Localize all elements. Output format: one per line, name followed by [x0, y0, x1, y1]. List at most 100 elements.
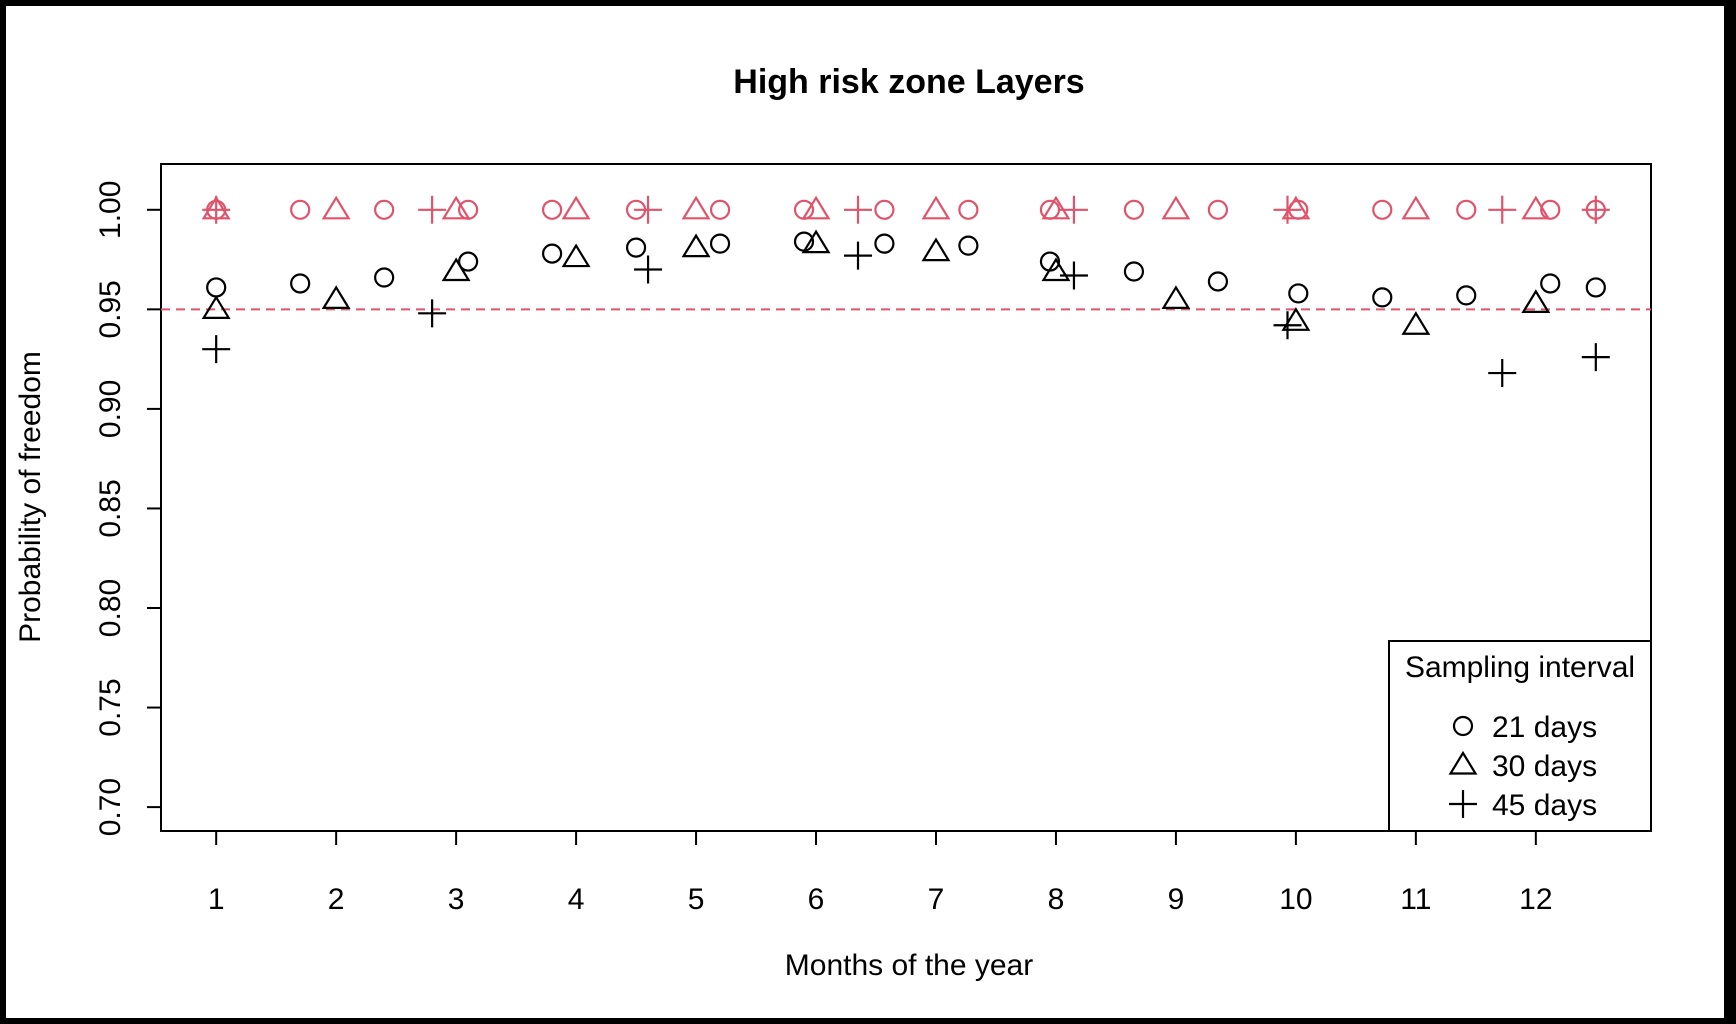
data-point-triangle: [1161, 285, 1191, 309]
data-point-triangle: [921, 237, 951, 262]
legend-triangle-icon: [1448, 750, 1478, 775]
legend-entries: 21 days 30 days 45 days: [1448, 711, 1597, 822]
data-point-circle: [1123, 199, 1145, 220]
data-point-triangle: [1041, 257, 1071, 282]
legend-entry-label: 21 days: [1492, 711, 1597, 744]
legend-entry-label: 45 days: [1492, 789, 1597, 822]
data-points-layer: [201, 195, 1610, 388]
legend-circle-icon: [1452, 715, 1474, 737]
data-point-circle: [374, 267, 395, 288]
x-tick-label: 4: [568, 883, 585, 916]
data-point-triangle: [1041, 195, 1071, 220]
data-point-circle: [1456, 285, 1477, 306]
data-point-circle: [1456, 199, 1477, 220]
series-circle-black: [206, 231, 1606, 308]
x-tick-label: 8: [1048, 883, 1065, 916]
data-point-circle: [709, 233, 731, 254]
data-point-circle: [958, 235, 979, 256]
data-point-plus: [418, 299, 447, 328]
x-tick-label: 9: [1168, 883, 1185, 916]
data-point-triangle: [1281, 195, 1311, 220]
series-circle-red: [206, 199, 1606, 220]
data-point-plus: [844, 195, 873, 224]
data-point-plus: [634, 255, 663, 284]
series-plus-black: [202, 241, 1610, 388]
series-triangle-black: [201, 229, 1551, 335]
data-point-triangle: [1401, 311, 1431, 335]
x-tick-label: 11: [1400, 883, 1431, 916]
data-point-plus: [202, 335, 231, 364]
data-point-circle: [1372, 287, 1393, 308]
legend-plus-icon: [1449, 790, 1477, 818]
x-tick-label: 2: [328, 883, 345, 916]
data-point-plus: [1059, 261, 1088, 290]
x-tick-label: 7: [928, 883, 945, 916]
data-point-triangle: [561, 243, 591, 268]
data-point-triangle: [441, 195, 471, 220]
data-point-circle: [1540, 199, 1561, 220]
data-point-circle: [958, 199, 979, 220]
y-tick-label: 0.80: [94, 579, 127, 637]
y-tick-label: 0.90: [94, 380, 127, 438]
data-point-circle: [625, 237, 647, 258]
x-tick-label: 3: [448, 883, 465, 916]
data-point-circle: [1288, 283, 1309, 304]
data-point-circle: [541, 243, 563, 264]
y-axis: 0.70 0.75 0.80 0.85 0.90 0.95 1.00: [94, 181, 162, 836]
data-point-triangle: [681, 195, 711, 220]
chart-title: High risk zone Layers: [733, 63, 1084, 101]
data-point-circle: [874, 233, 895, 254]
y-tick-label: 0.85: [94, 479, 127, 537]
data-point-circle: [1123, 261, 1145, 282]
y-axis-label: Probability of freedom: [14, 351, 47, 643]
x-axis: 1 2 3 4 5 6 7 8 9 10 11 12: [208, 830, 1553, 916]
data-point-triangle: [561, 195, 591, 220]
data-point-plus: [418, 195, 447, 224]
y-tick-label: 0.70: [94, 778, 127, 836]
series-triangle-red: [201, 195, 1551, 220]
data-point-triangle: [681, 233, 711, 258]
data-point-circle: [1540, 273, 1561, 294]
data-point-circle: [458, 251, 479, 272]
data-point-circle: [709, 199, 731, 220]
legend-title: Sampling interval: [1405, 651, 1635, 684]
data-point-circle: [374, 199, 395, 220]
legend: Sampling interval 21 days 30 days 45 days: [1388, 640, 1652, 832]
x-tick-label: 10: [1279, 883, 1312, 916]
data-point-plus: [202, 195, 231, 224]
data-point-plus: [1488, 195, 1517, 224]
data-point-plus: [634, 195, 663, 224]
data-point-triangle: [1161, 195, 1191, 220]
data-point-plus: [1581, 343, 1610, 372]
chart-figure: High risk zone Layers 0.70 0.75 0.80 0.85 0.…: [6, 6, 1724, 1018]
data-point-circle: [1207, 199, 1229, 220]
data-point-plus: [1059, 195, 1088, 224]
data-point-triangle: [441, 257, 471, 282]
data-point-plus: [1488, 359, 1517, 388]
data-point-plus: [844, 241, 873, 270]
data-point-triangle: [801, 195, 831, 220]
data-point-triangle: [921, 195, 951, 220]
y-tick-label: 0.75: [94, 678, 127, 736]
x-tick-label: 5: [688, 883, 705, 916]
data-point-triangle: [321, 195, 351, 220]
data-point-circle: [1585, 277, 1606, 298]
x-tick-label: 6: [808, 883, 825, 916]
x-axis-label: Months of the year: [785, 949, 1033, 982]
data-point-circle: [541, 199, 563, 220]
y-tick-label: 1.00: [94, 181, 127, 239]
x-tick-label: 12: [1519, 883, 1552, 916]
data-point-triangle: [1281, 307, 1311, 331]
data-point-circle: [206, 277, 227, 298]
y-tick-label: 0.95: [94, 280, 127, 338]
series-plus-red: [202, 195, 1610, 224]
data-point-circle: [1207, 271, 1229, 292]
legend-box: [1388, 640, 1652, 832]
data-point-triangle: [801, 229, 831, 254]
data-point-plus: [1273, 311, 1302, 340]
data-point-triangle: [321, 285, 351, 309]
scatter-plot: High risk zone Layers 0.700.750.800.850.…: [14, 63, 1652, 982]
data-point-triangle: [1521, 289, 1551, 313]
data-point-circle: [1372, 199, 1393, 220]
legend-entry-label: 30 days: [1492, 750, 1597, 783]
